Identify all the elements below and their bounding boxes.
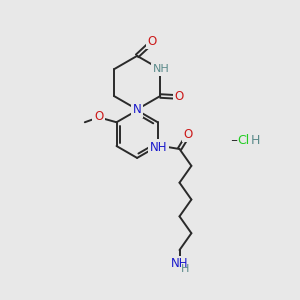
Text: Cl: Cl [237, 134, 249, 147]
Text: O: O [147, 34, 157, 47]
Text: NH: NH [153, 64, 170, 74]
Text: O: O [175, 91, 184, 103]
Text: H: H [181, 264, 190, 274]
Text: H: H [251, 134, 260, 147]
Text: NH: NH [171, 257, 188, 270]
Text: O: O [94, 110, 103, 123]
Text: NH: NH [150, 140, 167, 154]
Text: N: N [133, 103, 142, 116]
Text: O: O [184, 128, 193, 141]
Text: –: – [227, 134, 238, 147]
